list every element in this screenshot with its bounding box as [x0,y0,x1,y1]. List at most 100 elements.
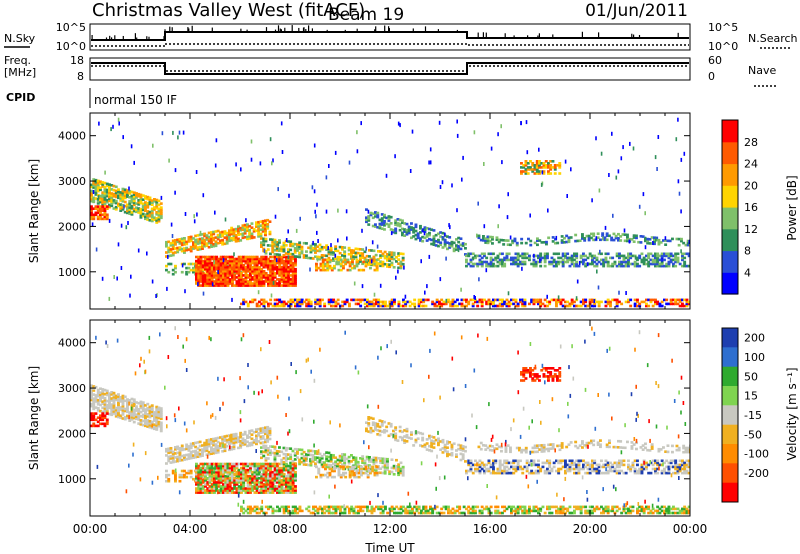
power-cell [275,243,279,246]
velocity-cell [296,456,299,459]
velocity-cell [174,471,177,475]
velocity-cell [273,485,277,488]
power-cell [570,262,574,266]
power-cell [484,241,488,244]
power-cell [496,304,500,308]
power-cell [135,206,138,209]
power-cell [285,272,288,275]
power-cell [269,280,273,283]
power-cell [618,254,621,258]
velocity-cell [251,481,255,484]
power-cell [487,262,491,266]
velocity-cell [146,423,150,426]
power-cell [505,304,509,308]
power-cell [267,304,270,308]
velocity-cell [276,489,279,492]
power-cell [298,298,302,302]
velocity-cell [187,447,191,450]
velocity-cell [233,481,237,484]
velocity-cell [99,387,102,390]
velocity-cell [195,483,198,486]
power-cell [94,207,98,210]
power-cell [668,239,672,243]
velocity-cell [260,483,264,486]
power-cell [533,241,537,245]
power-cell [452,247,456,251]
nsearch-tick-top: 10^5 [708,21,738,34]
velocity-cell [317,469,321,473]
velocity-cell [144,420,147,423]
power-cell [119,203,123,206]
power-cell [300,300,304,304]
power-cell [523,262,527,266]
power-cell [246,304,250,308]
power-cell [371,224,375,228]
power-cell [210,231,213,234]
velocity-cell [317,471,321,475]
velocity-cell [421,438,425,442]
power-cell [403,222,407,225]
power-cell [474,256,477,260]
power-cell [269,252,272,256]
velocity-cell [213,477,216,480]
velocity-cell [92,422,96,426]
power-cell [216,241,220,245]
velocity-cell [264,477,268,480]
power-cell [497,132,499,137]
power-cell [603,236,607,239]
velocity-cell [108,392,111,395]
power-cell [375,302,378,306]
velocity-cell [324,473,327,477]
velocity-cell [141,415,145,419]
power-cell [217,257,221,261]
velocity-cell [284,457,288,460]
power-cell [262,276,266,279]
power-cell [452,249,456,253]
power-cell [146,251,148,256]
power-cell [94,213,98,217]
power-cell [383,220,386,223]
velocity-cell [280,483,284,486]
power-cell [592,232,596,236]
power-cell [253,284,257,287]
power-cell [114,185,118,189]
power-cell [311,185,314,190]
velocity-cell [287,491,291,494]
power-cell [278,249,281,252]
power-cell [260,261,264,265]
power-cell [194,240,198,244]
power-cell [108,195,111,199]
power-cell [638,254,642,258]
velocity-cell [144,404,147,407]
power-cell [105,215,109,219]
power-cell [443,242,447,246]
power-cell [627,260,630,264]
power-cell [281,150,284,154]
velocity-cell [230,433,234,437]
power-cell [232,230,236,233]
velocity-cell [259,435,263,439]
power-cell [305,256,308,259]
velocity-cell [169,447,173,450]
power-cell [369,213,373,217]
velocity-cell [376,424,380,428]
power-cell [445,256,447,261]
power-cell [498,204,500,209]
power-cell [221,232,225,236]
power-cell [494,264,498,268]
power-cell [361,252,365,255]
power-cell [610,238,614,242]
velocity-cell [273,474,277,478]
velocity-cell [264,444,268,448]
velocity-cell [130,409,134,413]
velocity-cell [123,399,127,403]
velocity-cell [354,458,358,462]
power-cell [234,233,238,237]
freq-label: Freq. [4,54,31,67]
power-cell [683,264,687,268]
power-cell [536,239,539,242]
power-cell [329,248,333,252]
velocity-cell [228,470,232,474]
velocity-cell [213,468,216,472]
power-cell [245,218,247,223]
